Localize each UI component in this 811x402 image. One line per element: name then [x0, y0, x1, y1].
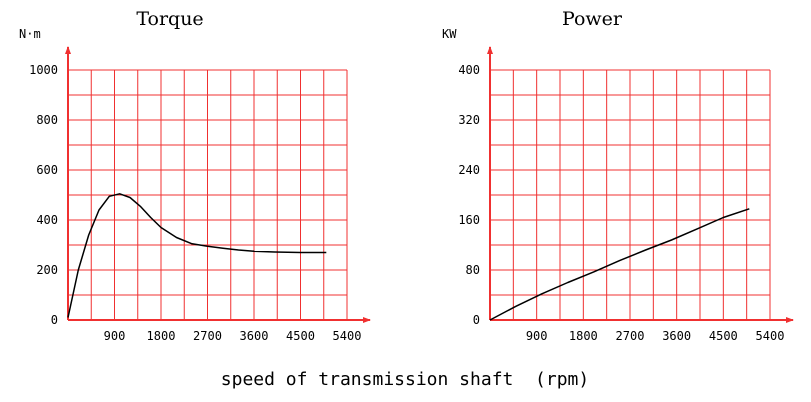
power-y-unit: KW: [442, 27, 457, 41]
power-x-tick-label: 3600: [662, 329, 691, 343]
power-x-axis-arrow: [786, 317, 794, 323]
torque-y-unit: N·m: [19, 27, 41, 41]
torque-y-tick-label: 800: [36, 113, 58, 127]
torque-y-tick-label: 0: [51, 313, 58, 327]
power-y-tick-label: 240: [458, 163, 480, 177]
power-y-tick-label: 400: [458, 63, 480, 77]
power-y-tick-label: 160: [458, 213, 480, 227]
torque-y-tick-label: 400: [36, 213, 58, 227]
power-x-tick-label: 1800: [569, 329, 598, 343]
power-y-tick-label: 80: [466, 263, 480, 277]
torque-chart: Torque N·m 0 200 400 600 800 1000 900 1800 2700 360…: [19, 8, 371, 343]
x-axis-caption: speed of transmission shaft (rpm): [221, 369, 589, 390]
torque-y-tick-label: 600: [36, 163, 58, 177]
torque-x-axis-arrow: [363, 317, 371, 323]
power-y-tick-label: 320: [458, 113, 480, 127]
power-x-tick-label: 900: [526, 329, 548, 343]
torque-series-line: [67, 193, 327, 318]
power-title: Power: [562, 8, 623, 30]
torque-x-tick-label: 1800: [147, 329, 176, 343]
power-series-line: [489, 208, 750, 321]
power-x-tick-label: 5400: [756, 329, 785, 343]
power-y-tick-label: 0: [473, 313, 480, 327]
torque-x-tick-label: 900: [104, 329, 126, 343]
torque-x-tick-label: 2700: [193, 329, 222, 343]
torque-y-tick-label: 1000: [29, 63, 58, 77]
power-y-axis-arrow: [487, 46, 493, 54]
torque-x-tick-label: 4500: [286, 329, 315, 343]
torque-title: Torque: [136, 8, 203, 30]
power-x-tick-label: 4500: [709, 329, 738, 343]
torque-y-axis-arrow: [65, 46, 71, 54]
power-x-tick-label: 2700: [616, 329, 645, 343]
torque-y-tick-label: 200: [36, 263, 58, 277]
torque-x-tick-label: 5400: [333, 329, 362, 343]
power-chart: Power KW 0 80 160 240 320 400 900 1800 2700 3600 450…: [442, 8, 794, 343]
torque-x-tick-label: 3600: [240, 329, 269, 343]
